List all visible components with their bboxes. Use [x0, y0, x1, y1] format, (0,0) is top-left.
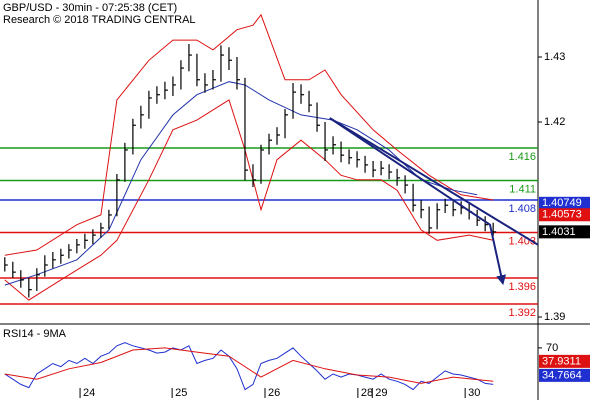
- value-tag-label: 34.7664: [542, 369, 582, 381]
- y-tick-label: 1.42: [544, 116, 565, 128]
- x-tick-label: 25: [175, 387, 187, 399]
- price-tag-label: 1.4031: [542, 226, 576, 238]
- level-label: 1.411: [509, 183, 536, 195]
- x-tick-label: 26: [268, 387, 280, 399]
- level-label: 1.408: [508, 203, 536, 215]
- x-tick-label: 30: [468, 387, 480, 399]
- chart-subtitle: Research © 2018 TRADING CENTRAL: [3, 14, 196, 26]
- band-line: [4, 99, 494, 301]
- trend-line: [329, 117, 506, 286]
- level-label: 1.392: [508, 307, 536, 319]
- y-tick-label: 1.39: [544, 311, 565, 323]
- rsi-title: RSI14 - 9MA: [3, 328, 67, 340]
- price-tag-label: 1.40749: [542, 197, 582, 209]
- y-tick-label: 70: [546, 342, 558, 354]
- trend-line: [329, 117, 539, 246]
- level-label: 1.416: [508, 151, 536, 163]
- price-tag: [539, 225, 590, 239]
- value-tag: [539, 368, 590, 382]
- value-tag-label: 37.9311: [542, 355, 581, 367]
- x-tick-label: 28: [361, 387, 373, 399]
- price-tag: [539, 196, 590, 210]
- value-tag: [539, 354, 590, 368]
- rsi-line: [4, 347, 494, 384]
- band-line: [4, 13, 494, 256]
- price-tag: [539, 208, 590, 222]
- x-tick-label: 24: [83, 387, 95, 399]
- rsi-line: [4, 342, 494, 391]
- level-label: 1.396: [508, 281, 536, 293]
- x-tick-label: 29: [375, 387, 387, 399]
- price-tag-label: 1.40573: [542, 209, 582, 221]
- chart-title: GBP/USD - 30min - 07:25:38 (CET): [3, 2, 177, 14]
- y-tick-label: 1.43: [544, 51, 565, 63]
